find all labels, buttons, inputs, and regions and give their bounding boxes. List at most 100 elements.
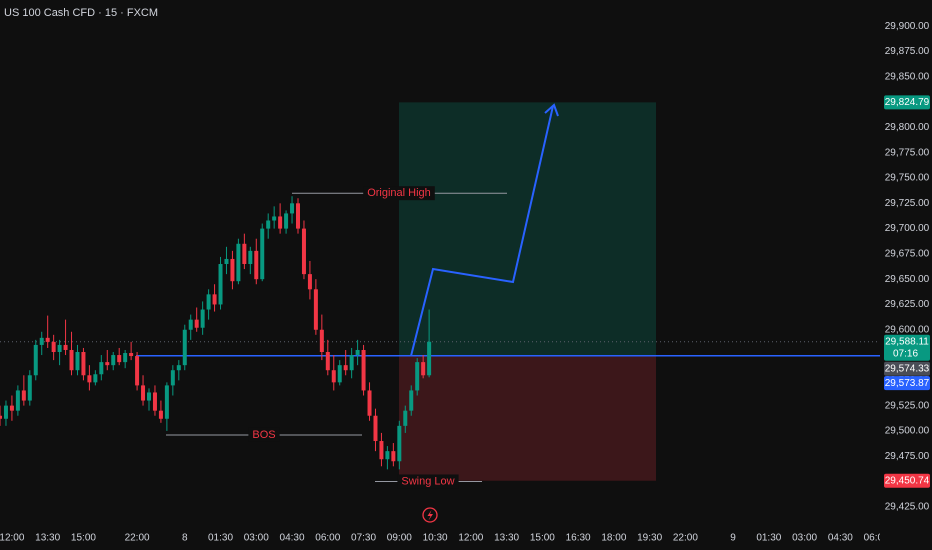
candle-body: [230, 258, 235, 282]
x-tick-label: 22:00: [673, 533, 698, 544]
y-tick-label: 29,725.00: [885, 198, 930, 209]
x-tick-label: 07:30: [351, 533, 376, 544]
x-tick-label: 15:00: [530, 533, 555, 544]
projection-arrow: [410, 105, 554, 357]
icon-bolt[interactable]: [427, 510, 434, 521]
y-tick-label: 29,800.00: [885, 122, 930, 133]
candle-body: [421, 362, 426, 376]
x-tick-label: 12:00: [458, 533, 483, 544]
price-tag-label: 29,450.74: [885, 475, 930, 486]
price-tag: [884, 361, 930, 376]
x-tick-label: 15:00: [71, 533, 96, 544]
candle-body: [284, 213, 289, 229]
candle-body: [367, 390, 372, 416]
candle-body: [33, 344, 38, 376]
y-tick-label: 29,850.00: [885, 72, 930, 83]
candle-body: [254, 250, 259, 280]
loss-zone: [399, 356, 656, 481]
y-tick-label: 29,675.00: [885, 249, 930, 260]
arrow-head: [544, 103, 559, 117]
candle-body: [129, 353, 134, 357]
candle-body: [188, 319, 193, 330]
x-tick-label: 19:30: [637, 533, 662, 544]
candle-body: [272, 216, 277, 221]
annotations-layer: Original High BOS Swing Low: [166, 186, 507, 489]
y-tick-label: 29,600.00: [885, 324, 930, 335]
y-tick-label: 29,525.00: [885, 400, 930, 411]
x-tick-label: 01:30: [208, 533, 233, 544]
annotation-label-bg: [397, 474, 459, 489]
y-tick-label: 29,500.00: [885, 426, 930, 437]
x-tick-label: 16:30: [566, 533, 591, 544]
annotation-label-bg: [248, 427, 280, 442]
candle-body: [57, 344, 62, 353]
candle-body: [224, 258, 229, 265]
candle-body: [391, 451, 396, 462]
candle-body: [248, 250, 253, 265]
candle-body: [236, 243, 241, 282]
candle-body: [331, 370, 336, 383]
candle-body: [87, 375, 92, 383]
candle-body: [212, 294, 217, 305]
candle-body: [337, 365, 342, 383]
candle-body: [21, 390, 26, 401]
price-tag: [884, 95, 930, 110]
annotation-label-bg: [363, 186, 435, 201]
candle-body: [307, 274, 312, 290]
y-tick-label: 29,700.00: [885, 223, 930, 234]
candle-body: [152, 392, 157, 411]
candle-body: [415, 362, 420, 391]
candle-body: [242, 243, 247, 265]
candle-body: [266, 220, 271, 229]
x-tick-label: 13:30: [35, 533, 60, 544]
candle-body: [349, 355, 354, 371]
y-tick-label: 29,900.00: [885, 21, 930, 32]
candle-body: [290, 203, 295, 214]
price-tag: [884, 376, 930, 391]
candle-body: [99, 362, 104, 375]
y-tick-label: 29,750.00: [885, 173, 930, 184]
candle-body: [69, 349, 74, 371]
countdown-label: 07:16: [893, 348, 918, 359]
price-axis-bg: [880, 0, 932, 550]
candle-body: [9, 405, 14, 411]
candle-body: [170, 370, 175, 386]
candle-body: [158, 410, 163, 419]
candle-body: [409, 390, 414, 411]
candle-body: [27, 375, 32, 401]
candle-body: [105, 362, 110, 366]
candle-body: [218, 264, 223, 305]
x-tick-label: 8: [182, 533, 188, 544]
candle-body: [15, 390, 20, 411]
candle-body: [164, 385, 169, 419]
replay-icon[interactable]: [422, 507, 438, 523]
x-tick-label: 9: [730, 533, 736, 544]
x-tick-label: 06:00: [315, 533, 340, 544]
price-tag-label: 29,574.33: [885, 363, 930, 374]
candle-body: [379, 441, 384, 460]
annotation-label: Swing Low: [401, 475, 454, 487]
candle-body: [3, 405, 8, 419]
candle-body: [182, 329, 187, 366]
candle-body: [123, 353, 128, 363]
candle-body: [135, 356, 140, 386]
y-tick-label: 29,625.00: [885, 299, 930, 310]
candle-body: [93, 374, 98, 383]
candle-body: [301, 228, 306, 275]
candle-body: [39, 337, 44, 345]
y-tick-label: 29,775.00: [885, 147, 930, 158]
candle-body: [319, 329, 324, 353]
candle-body: [117, 355, 122, 363]
candle-body: [397, 425, 402, 462]
icon-circle[interactable]: [422, 507, 438, 523]
x-tick-label: 06:00: [864, 533, 889, 544]
annotation-label: Original High: [367, 187, 431, 199]
candle-body: [75, 352, 80, 371]
candle-body: [141, 385, 146, 401]
candle-body: [373, 415, 378, 442]
x-tick-label: 03:00: [244, 533, 269, 544]
candle-body: [313, 289, 318, 330]
candle-body: [403, 410, 408, 426]
